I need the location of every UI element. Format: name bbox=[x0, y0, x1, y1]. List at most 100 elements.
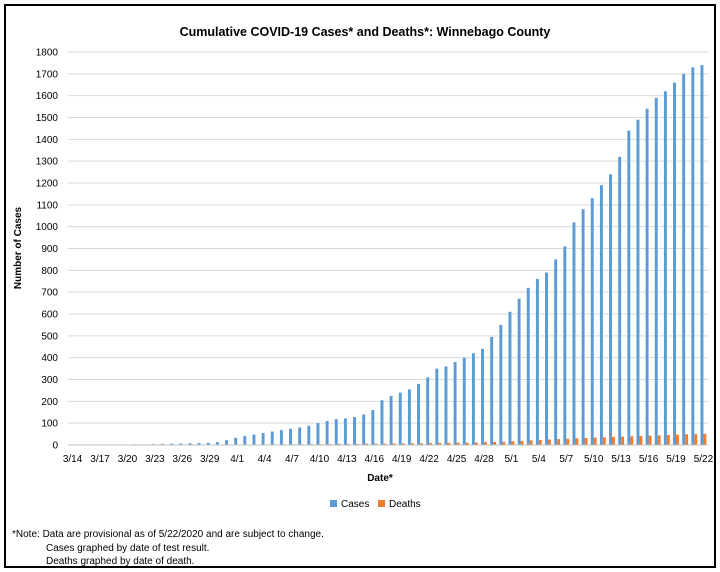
x-tick-label: 4/25 bbox=[447, 454, 467, 465]
cases-bar bbox=[362, 414, 366, 445]
x-tick-label: 5/19 bbox=[666, 454, 686, 465]
x-tick-label: 5/7 bbox=[559, 454, 573, 465]
deaths-bar bbox=[694, 434, 698, 445]
deaths-bar bbox=[374, 443, 378, 445]
y-tick-label: 600 bbox=[41, 310, 58, 321]
cases-bar bbox=[417, 383, 420, 445]
deaths-bar bbox=[337, 443, 341, 445]
deaths-bar bbox=[566, 438, 570, 445]
y-tick-label: 900 bbox=[41, 244, 58, 255]
y-tick-label: 1200 bbox=[36, 179, 59, 190]
x-tick-label: 3/26 bbox=[173, 454, 193, 465]
cases-bar bbox=[490, 336, 494, 445]
bars bbox=[69, 65, 707, 446]
deaths-bar bbox=[575, 438, 579, 445]
y-tick-label: 300 bbox=[41, 375, 58, 386]
deaths-bar bbox=[621, 436, 625, 445]
y-tick-label: 1800 bbox=[36, 48, 59, 59]
deaths-bar bbox=[401, 443, 405, 445]
cases-bar bbox=[353, 417, 356, 445]
x-tick-label: 4/22 bbox=[419, 454, 439, 465]
deaths-bar bbox=[685, 434, 689, 445]
cases-bar bbox=[609, 174, 612, 445]
x-axis-label: Date* bbox=[367, 473, 393, 484]
y-tick-label: 800 bbox=[41, 266, 58, 277]
cases-bar bbox=[682, 73, 686, 445]
cases-bar bbox=[663, 91, 667, 446]
cases-bar bbox=[645, 108, 649, 446]
deaths-bar bbox=[612, 436, 615, 445]
deaths-bar bbox=[703, 433, 707, 445]
cases-bar bbox=[161, 443, 164, 445]
deaths-bar bbox=[548, 439, 551, 445]
x-tick-label: 3/14 bbox=[63, 454, 83, 465]
y-tick-label: 0 bbox=[52, 441, 58, 452]
deaths-legend-swatch bbox=[378, 500, 385, 507]
cases-bar bbox=[590, 198, 594, 445]
cases-bar bbox=[289, 428, 292, 445]
deaths-bar bbox=[474, 442, 478, 445]
cases-legend-swatch bbox=[330, 500, 337, 507]
deaths-bar bbox=[392, 443, 396, 445]
cases-bar bbox=[298, 427, 302, 445]
y-tick-label: 100 bbox=[41, 419, 58, 430]
deaths-bar bbox=[520, 440, 524, 445]
chart-frame bbox=[4, 4, 716, 568]
cases-bar bbox=[389, 395, 393, 445]
cases-bar bbox=[499, 324, 503, 445]
cases-bar bbox=[407, 389, 411, 445]
cases-legend-label: Cases bbox=[341, 499, 369, 510]
x-tick-label: 5/16 bbox=[639, 454, 659, 465]
y-axis-label: Number of Cases bbox=[13, 206, 24, 289]
deaths-bar bbox=[493, 441, 497, 445]
cases-bar bbox=[261, 432, 265, 445]
x-tick-labels: 3/14 3/17 3/20 3/23 3/26 3/29 4/1 4/4 4/7 4/10 4/1… bbox=[63, 454, 714, 465]
x-tick-label: 4/1 bbox=[230, 454, 244, 465]
deaths-bar bbox=[538, 439, 542, 445]
cases-bar bbox=[572, 222, 576, 445]
y-tick-label: 1000 bbox=[36, 222, 59, 233]
deaths-bar bbox=[657, 435, 661, 445]
cases-bar bbox=[343, 418, 347, 445]
deaths-bar bbox=[438, 442, 442, 445]
note-line-1: *Note: Data are provisional as of 5/22/2… bbox=[12, 529, 324, 540]
x-tick-label: 3/17 bbox=[90, 454, 110, 465]
cases-bar bbox=[700, 65, 704, 445]
cases-bar bbox=[481, 348, 484, 445]
deaths-bar bbox=[666, 434, 670, 445]
cases-bar bbox=[435, 368, 439, 445]
cases-bar bbox=[215, 442, 219, 445]
deaths-bar bbox=[639, 436, 643, 445]
cases-bar bbox=[636, 119, 640, 445]
y-tick-labels: 0 100 200 300 400 500 600 700 800 900 1000 1100 1200… bbox=[36, 48, 59, 452]
deaths-bar bbox=[584, 438, 588, 445]
cases-bar bbox=[225, 440, 228, 445]
cases-bar bbox=[243, 436, 247, 445]
note-line-2: Cases graphed by date of test result. bbox=[46, 543, 210, 554]
cases-bar bbox=[270, 431, 274, 445]
chart-title: Cumulative COVID-19 Cases* and Deaths*: … bbox=[180, 25, 551, 39]
y-tick-label: 700 bbox=[41, 288, 58, 299]
cases-bar bbox=[462, 357, 466, 445]
deaths-bar bbox=[676, 434, 679, 445]
x-tick-label: 5/22 bbox=[694, 454, 714, 465]
cases-bar bbox=[252, 434, 256, 445]
cases-bar bbox=[444, 366, 448, 445]
deaths-bar bbox=[484, 442, 487, 445]
x-tick-label: 5/10 bbox=[584, 454, 604, 465]
cases-bar bbox=[380, 400, 384, 445]
cases-bar bbox=[535, 279, 539, 445]
y-tick-label: 1600 bbox=[36, 91, 59, 102]
x-tick-label: 5/13 bbox=[611, 454, 631, 465]
cases-bar bbox=[316, 423, 320, 445]
cases-bar bbox=[526, 287, 530, 445]
deaths-bar bbox=[529, 440, 533, 445]
cases-bar bbox=[554, 259, 558, 445]
cases-bar bbox=[517, 298, 521, 445]
cases-bar bbox=[627, 130, 631, 445]
x-tick-label: 4/7 bbox=[285, 454, 299, 465]
deaths-bar bbox=[365, 443, 369, 445]
cases-bar bbox=[279, 430, 283, 445]
cases-bar bbox=[179, 443, 183, 445]
